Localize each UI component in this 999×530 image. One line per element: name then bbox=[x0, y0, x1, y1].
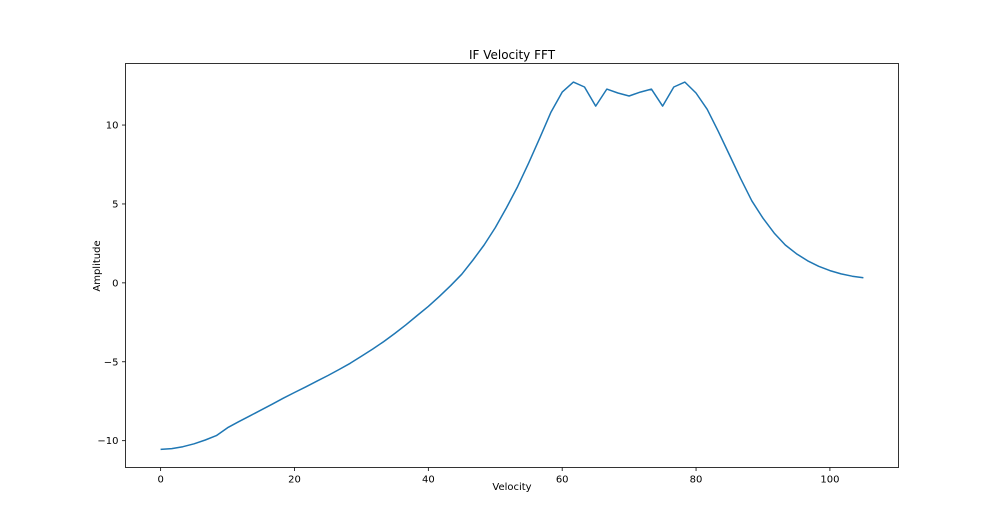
x-axis-ticks: 0 20 40 60 80 100 bbox=[157, 467, 839, 486]
y-tick-label: −5 bbox=[104, 357, 119, 368]
x-axis-label: Velocity bbox=[492, 482, 531, 493]
x-tick-label: 0 bbox=[157, 475, 163, 486]
x-tick-label: 40 bbox=[422, 475, 435, 486]
y-tick-label: 0 bbox=[112, 278, 118, 289]
x-tick-label: 80 bbox=[690, 475, 703, 486]
plot-frame bbox=[125, 63, 899, 468]
y-axis-label: Amplitude bbox=[92, 240, 103, 291]
y-tick-label: 5 bbox=[112, 199, 118, 210]
x-tick-label: 20 bbox=[288, 475, 301, 486]
y-tick-label: −10 bbox=[97, 436, 118, 447]
y-axis-ticks: −10 −5 0 5 10 bbox=[97, 121, 126, 447]
x-tick-label: 60 bbox=[556, 475, 569, 486]
series-line bbox=[160, 81, 864, 451]
chart-title: IF Velocity FFT bbox=[469, 48, 556, 62]
x-tick-label: 100 bbox=[820, 475, 839, 486]
y-tick-label: 10 bbox=[106, 121, 119, 132]
